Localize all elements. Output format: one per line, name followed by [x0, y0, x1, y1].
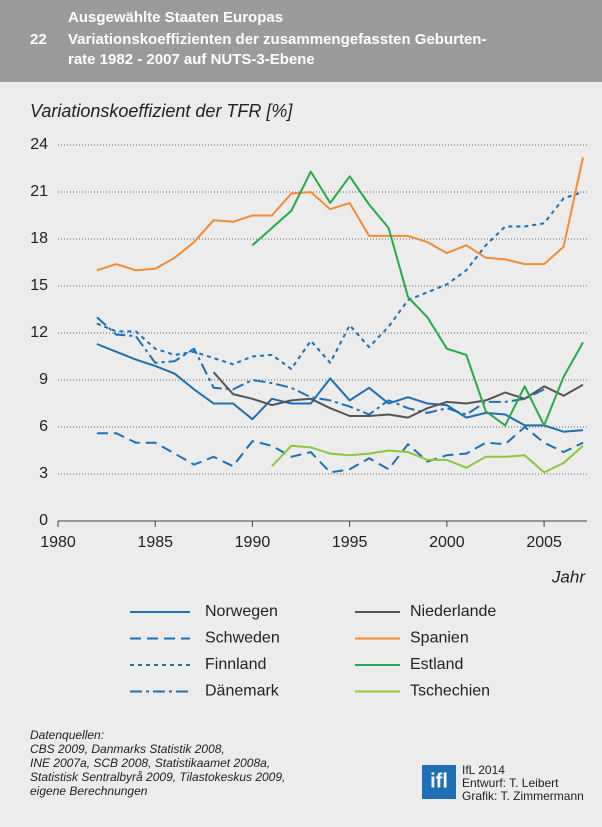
x-tick-label: 1980	[40, 534, 76, 551]
series-line	[96, 191, 584, 370]
y-tick-label: 24	[30, 136, 48, 153]
y-tick-label: 3	[39, 465, 48, 482]
legend-label: Tschechien	[410, 683, 490, 700]
x-tick-label: 2000	[429, 534, 465, 551]
series-line	[96, 426, 584, 474]
sources-heading: Datenquellen:	[30, 728, 104, 742]
header-band	[0, 0, 602, 82]
series-line	[96, 157, 584, 272]
series-line	[212, 371, 584, 419]
y-axis-label: Variationskoeffizient der TFR [%]	[30, 101, 293, 121]
header-line: rate 1982 - 2007 auf NUTS-3-Ebene	[68, 51, 315, 68]
y-tick-label: 0	[39, 512, 48, 529]
legend-label: Estland	[410, 656, 463, 673]
y-tick-label: 15	[30, 277, 48, 294]
header-line: Variationskoeffizienten der zusammengefa…	[68, 31, 486, 48]
sources-line: Statistisk Sentralbyrå 2009, Tilastokesk…	[30, 770, 285, 784]
x-tick-label: 1985	[137, 534, 173, 551]
series-line	[96, 343, 584, 433]
credit-line: IfL 2014	[462, 763, 505, 777]
y-tick-label: 18	[30, 230, 48, 247]
sources-line: CBS 2009, Danmarks Statistik 2008,	[30, 742, 225, 756]
x-tick-label: 2005	[526, 534, 562, 551]
legend-label: Dänemark	[205, 683, 280, 700]
y-tick-label: 6	[39, 418, 48, 435]
legend-label: Finnland	[205, 656, 266, 673]
x-tick-label: 1990	[235, 534, 271, 551]
legend-label: Niederlande	[410, 603, 496, 620]
x-tick-label: 1995	[332, 534, 368, 551]
header-number: 22	[30, 31, 47, 48]
sources-line: INE 2007a, SCB 2008, Statistikaamet 2008…	[30, 756, 270, 770]
header-line: Ausgewählte Staaten Europas	[68, 9, 283, 26]
logo-box	[422, 765, 456, 799]
series-line	[271, 444, 584, 474]
y-tick-label: 9	[39, 371, 48, 388]
series-line	[96, 316, 545, 416]
y-tick-label: 12	[30, 324, 48, 341]
credit-line: Grafik: T. Zimmermann	[462, 789, 584, 803]
sources-line: eigene Berechnungen	[30, 784, 148, 798]
legend-label: Spanien	[410, 630, 469, 647]
series-line	[251, 170, 584, 427]
legend-label: Norwegen	[205, 603, 278, 620]
x-axis-label: Jahr	[551, 567, 586, 586]
legend-label: Schweden	[205, 630, 280, 647]
y-tick-label: 21	[30, 183, 48, 200]
logo: ifl	[430, 770, 448, 792]
credit-line: Entwurf: T. Leibert	[462, 776, 559, 790]
